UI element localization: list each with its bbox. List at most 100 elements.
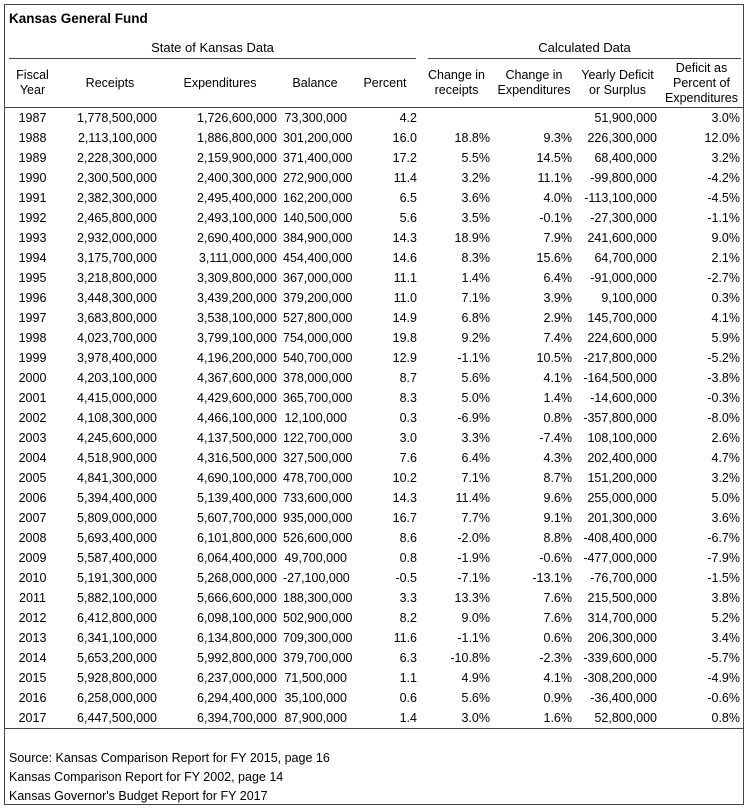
table-cell: 71,500,000 [284,671,347,685]
table-cell: 68,400,000 [594,151,657,165]
table-cell: 6,294,400,000 [197,691,277,705]
table-cell: 4.7% [711,451,741,465]
table-cell: 709,300,000 [283,631,353,645]
table-cell: 526,600,000 [283,531,353,545]
table-cell: 122,700,000 [283,431,353,445]
table-cell: -0.6% [707,691,740,705]
fiscal-year: 2016 [18,691,47,705]
table-cell: 5,653,200,000 [77,651,157,665]
fiscal-year: 1999 [18,351,47,365]
table-row: 2007 5,809,000,000 5,607,700,000 935,000,00… [5,508,743,528]
table-cell: 162,200,000 [283,191,353,205]
table-cell: 5,394,400,000 [77,491,157,505]
table-cell: -408,400,000 [583,531,657,545]
table-cell: 1,886,800,000 [197,131,277,145]
table-cell: 6,237,000,000 [197,671,277,685]
table-cell: 2,400,300,000 [197,171,277,185]
source-line: Source: Kansas Comparison Report for FY … [9,751,330,765]
table-cell: 6,098,100,000 [197,611,277,625]
table-cell: 6.8% [461,311,491,325]
table-cell: 4,203,100,000 [77,371,157,385]
table-row: 2000 4,203,100,000 4,367,600,000 378,000,00… [5,368,743,388]
table-cell: 3,175,700,000 [77,251,157,265]
table-cell: 314,700,000 [587,611,657,625]
table-cell: -0.5 [395,571,417,585]
table-cell: 87,900,000 [280,708,350,729]
table-cell: 0.3 [399,411,417,425]
table-cell: -1.1% [457,631,490,645]
table-cell: 1.4% [461,271,491,285]
table-cell: 4.0% [543,191,573,205]
table-row: 1988 2,113,100,000 1,886,800,000 301,200,00… [5,128,743,148]
table-row: 2013 6,341,100,000 6,134,800,000 709,300,00… [5,628,743,648]
table-cell: 2,159,900,000 [197,151,277,165]
table-cell: 6,134,800,000 [197,631,277,645]
table-cell: 14.3 [392,231,417,245]
table-cell: 8.2 [399,611,417,625]
fiscal-year: 1996 [18,291,47,305]
table-row: 2011 5,882,100,000 5,666,600,000 188,300,00… [5,588,743,608]
fiscal-year: 2008 [18,531,47,545]
table-cell: 7.1% [461,291,491,305]
table-cell: 6,341,100,000 [77,631,157,645]
table-cell: 0.8 [399,551,417,565]
fiscal-year: 2000 [18,371,47,385]
table-cell: 5,928,800,000 [77,671,157,685]
table-cell: 108,100,000 [587,431,657,445]
table-cell: 0.3% [711,291,741,305]
table-cell: -1.1% [707,211,740,225]
table-cell: 6,101,800,000 [197,531,277,545]
table-cell: 5,809,000,000 [77,511,157,525]
table-cell: -99,800,000 [590,171,657,185]
table-cell: -0.3% [707,391,740,405]
table-cell: 5.6% [461,691,491,705]
table-cell: 11.1% [537,171,572,185]
table-row: 1999 3,978,400,000 4,196,200,000 540,700,00… [5,348,743,368]
table-row: 2003 4,245,600,000 4,137,500,000 122,700,00… [5,428,743,448]
table-cell: -10.8% [450,651,490,665]
table-cell: 9.2% [461,331,491,345]
table-cell: 202,400,000 [587,451,657,465]
table-cell: 15.6% [536,251,572,265]
table-cell: 478,700,000 [283,471,353,485]
table-row: 1987 1,778,500,000 1,726,600,000 73,300,000… [5,108,743,129]
table-cell: -0.1% [539,211,572,225]
table-cell: -2.0% [457,531,490,545]
fiscal-year: 1997 [18,311,47,325]
table-cell: -308,200,000 [583,671,657,685]
table-cell: 7.9% [543,231,573,245]
table-cell: 4.1% [543,371,573,385]
table-cell: 8.7 [399,371,417,385]
table-row: 1992 2,465,800,000 2,493,100,000 140,500,00… [5,208,743,228]
fiscal-year: 1993 [18,231,47,245]
table-cell: 3,683,800,000 [77,311,157,325]
table-cell: 14.5% [536,151,572,165]
table-cell: 2,113,100,000 [77,131,157,145]
table-cell: -339,600,000 [583,651,657,665]
table-cell: 4,518,900,000 [77,451,157,465]
table-cell: -27,100,000 [283,571,350,585]
table-cell: 7.1% [461,471,491,485]
fiscal-year: 2001 [18,391,47,405]
table-cell: 5.6% [461,371,491,385]
table-cell: 3.4% [711,631,741,645]
table-cell: 2.9% [543,311,573,325]
table-cell: -1.5% [707,571,740,585]
table-cell: 215,500,000 [587,591,657,605]
table-cell: 6,447,500,000 [60,708,160,729]
table-cell: 3.6% [711,511,741,525]
fiscal-year: 1989 [18,151,47,165]
table-row: 2004 4,518,900,000 4,316,500,000 327,500,00… [5,448,743,468]
table-cell: 6,412,800,000 [77,611,157,625]
table-cell: 241,600,000 [587,231,657,245]
column-header: Percent [350,59,420,108]
table-cell: 5.2% [711,611,741,625]
table-cell: 10.2 [392,471,417,485]
table-cell: 3,309,800,000 [197,271,277,285]
table-cell: -5.7% [707,651,740,665]
table-cell: 327,500,000 [283,451,353,465]
table-cell: 3.8% [711,591,741,605]
table-cell: -36,400,000 [590,691,657,705]
table-cell: 5,607,700,000 [197,511,277,525]
table-cell: 11.6 [393,631,417,645]
